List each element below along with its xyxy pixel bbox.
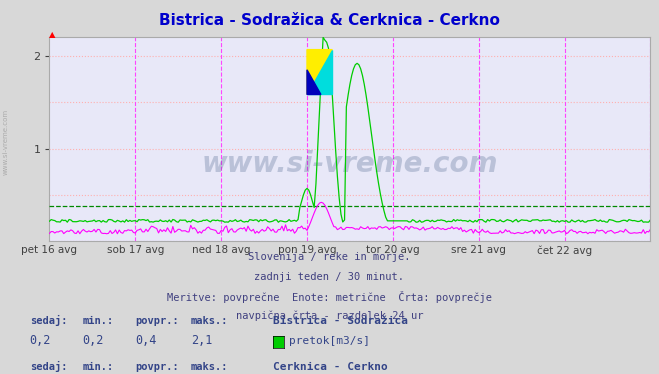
Text: maks.:: maks.: bbox=[191, 316, 229, 325]
Text: Slovenija / reke in morje.: Slovenija / reke in morje. bbox=[248, 252, 411, 263]
Text: 0,2: 0,2 bbox=[82, 334, 103, 347]
Text: sedaj:: sedaj: bbox=[30, 361, 67, 372]
Text: povpr.:: povpr.: bbox=[135, 316, 179, 325]
Polygon shape bbox=[307, 70, 321, 95]
Text: ▲: ▲ bbox=[49, 30, 56, 39]
Text: 0,2: 0,2 bbox=[30, 334, 51, 347]
Text: navpična črta - razdelek 24 ur: navpična črta - razdelek 24 ur bbox=[236, 311, 423, 321]
Text: 2,1: 2,1 bbox=[191, 334, 212, 347]
Text: min.:: min.: bbox=[82, 316, 113, 325]
Polygon shape bbox=[307, 50, 332, 95]
Text: pretok[m3/s]: pretok[m3/s] bbox=[289, 336, 370, 346]
Text: povpr.:: povpr.: bbox=[135, 362, 179, 372]
Text: Bistrica - Sodražica & Cerknica - Cerkno: Bistrica - Sodražica & Cerknica - Cerkno bbox=[159, 13, 500, 28]
Text: sedaj:: sedaj: bbox=[30, 315, 67, 325]
Text: www.si-vreme.com: www.si-vreme.com bbox=[2, 109, 9, 175]
Text: zadnji teden / 30 minut.: zadnji teden / 30 minut. bbox=[254, 272, 405, 282]
Text: Bistrica - Sodražica: Bistrica - Sodražica bbox=[273, 316, 409, 325]
Text: maks.:: maks.: bbox=[191, 362, 229, 372]
Text: min.:: min.: bbox=[82, 362, 113, 372]
Polygon shape bbox=[307, 50, 332, 95]
Text: www.si-vreme.com: www.si-vreme.com bbox=[202, 150, 498, 178]
Text: Cerknica - Cerkno: Cerknica - Cerkno bbox=[273, 362, 388, 372]
Text: Meritve: povprečne  Enote: metrične  Črta: povprečje: Meritve: povprečne Enote: metrične Črta:… bbox=[167, 291, 492, 303]
Text: 0,4: 0,4 bbox=[135, 334, 156, 347]
